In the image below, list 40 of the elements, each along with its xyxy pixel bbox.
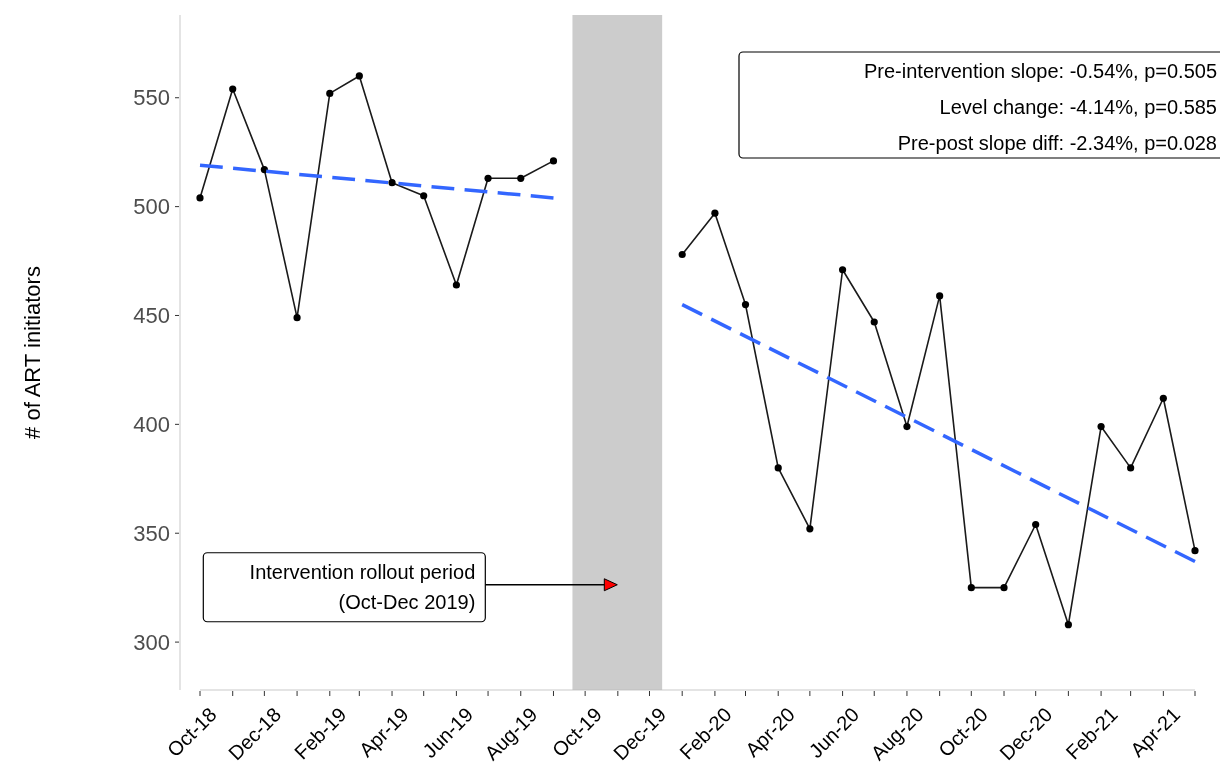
point [484, 174, 492, 182]
point [517, 174, 525, 182]
point [711, 209, 719, 217]
point [774, 464, 782, 472]
point [741, 301, 750, 309]
point [229, 85, 237, 93]
annotation: Pre-post slope diff: -2.34%, p=0.028 [897, 132, 1217, 154]
y-tick-label: 500 [133, 194, 170, 220]
point [1127, 464, 1135, 472]
y-tick-label: 350 [133, 520, 170, 546]
point [1159, 394, 1167, 402]
y-axis-title: # of ART initiators [20, 266, 45, 439]
y-tick-label: 300 [133, 629, 170, 655]
point [326, 89, 334, 97]
y-tick-label: 450 [133, 303, 170, 329]
point [1191, 547, 1199, 555]
point [388, 179, 396, 187]
point [1097, 422, 1105, 431]
point [420, 192, 428, 200]
point [903, 422, 911, 431]
point [967, 584, 975, 592]
point [1064, 621, 1072, 629]
band-label: Intervention rollout period (Oct-Dec 2019) [249, 560, 476, 613]
point [1032, 520, 1040, 529]
point [293, 314, 301, 322]
point [838, 266, 847, 274]
point [678, 250, 686, 259]
point [355, 72, 363, 80]
point [870, 318, 878, 326]
y-tick-label: 550 [133, 85, 170, 111]
point [452, 281, 460, 289]
point [1000, 584, 1008, 592]
point [936, 292, 944, 300]
point [260, 166, 268, 174]
point [806, 525, 814, 533]
annotation: Pre-intervention slope: -0.54%, p=0.505 [864, 60, 1217, 82]
y-tick-label: 400 [133, 412, 170, 438]
annotation: Level change: -4.14%, p=0.585 [939, 96, 1217, 118]
point [549, 157, 558, 165]
point [196, 194, 204, 202]
